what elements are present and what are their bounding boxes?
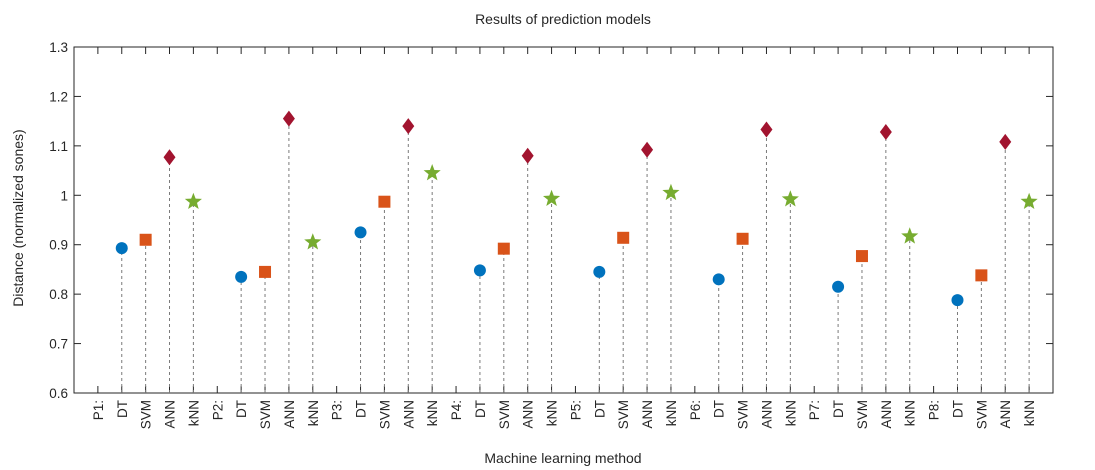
- marker-svm: [975, 269, 988, 282]
- x-tick-label: SVM: [377, 400, 392, 429]
- chart-title: Results of prediction models: [475, 11, 651, 27]
- marker-ann: [999, 133, 1012, 150]
- x-tick-label: SVM: [258, 400, 273, 429]
- plot-area: 0.6 0.7 0.8 0.9 1 1.1 1.2 1.3 P1: DT SVM ANN kNN P2: D…: [49, 40, 1054, 429]
- x-tick-label: ANN: [759, 400, 774, 429]
- marker-ann: [163, 149, 176, 166]
- marker-dt: [115, 242, 128, 255]
- marker-dt: [593, 265, 606, 278]
- marker-knn: [304, 233, 322, 250]
- marker-knn: [543, 189, 561, 207]
- x-tick-label: P3:: [330, 400, 345, 420]
- marker-dt: [473, 264, 486, 277]
- marker-dt: [951, 294, 964, 307]
- marker-ann: [282, 110, 295, 127]
- x-tick-label: kNN: [783, 400, 798, 426]
- x-tick-label: SVM: [497, 400, 512, 429]
- x-tick-label: DT: [234, 400, 249, 418]
- marker-ann: [521, 147, 534, 164]
- x-tick-label: DT: [950, 400, 965, 418]
- marker-svm: [139, 233, 152, 246]
- x-tick-label: SVM: [616, 400, 631, 429]
- x-tick-label: P7:: [807, 400, 822, 420]
- x-tick-label: SVM: [855, 400, 870, 429]
- marker-dt: [832, 280, 845, 293]
- x-tick-label: ANN: [163, 400, 178, 429]
- x-tick-label: ANN: [998, 400, 1013, 429]
- x-tick-label: ANN: [521, 400, 536, 429]
- x-tick-label: P6:: [688, 400, 703, 420]
- marker-knn: [662, 183, 680, 201]
- marker-knn: [184, 192, 202, 209]
- x-tick-label: kNN: [1022, 400, 1037, 426]
- plot-frame: [73, 46, 1054, 394]
- x-axis-label: Machine learning method: [484, 450, 641, 466]
- x-tick-label: DT: [592, 400, 607, 418]
- y-tick-label: 1.3: [49, 40, 68, 55]
- marker-svm: [378, 195, 391, 208]
- x-tick-label: ANN: [282, 400, 297, 429]
- x-tick-label: DT: [473, 400, 488, 418]
- x-tick-label: ANN: [401, 400, 416, 429]
- x-tick-label: kNN: [903, 400, 918, 426]
- x-tick-label: kNN: [664, 400, 679, 426]
- marker-svm: [497, 242, 510, 255]
- marker-svm: [736, 232, 749, 245]
- marker-knn: [901, 227, 919, 244]
- y-tick-label: 1.1: [49, 139, 68, 154]
- x-tick-label: ANN: [640, 400, 655, 429]
- y-tick-label: 0.8: [49, 287, 68, 302]
- x-tick-label: kNN: [186, 400, 201, 426]
- marker-dt: [235, 270, 248, 283]
- x-tick-label: kNN: [545, 400, 560, 426]
- marker-dt: [354, 226, 367, 239]
- x-tick-label: SVM: [736, 400, 751, 429]
- marker-ann: [641, 141, 654, 158]
- x-tick-label: P2:: [210, 400, 225, 420]
- x-tick-label: P8:: [927, 400, 942, 420]
- x-tick-label: DT: [115, 400, 130, 418]
- y-tick-label: 1.2: [49, 89, 68, 104]
- x-tick-label: DT: [712, 400, 727, 418]
- x-tick-label: P4:: [449, 400, 464, 420]
- marker-svm: [259, 265, 272, 278]
- y-axis-label: Distance (normalized sones): [10, 129, 26, 306]
- x-tick-label: SVM: [139, 400, 154, 429]
- y-tick-label: 0.9: [49, 238, 68, 253]
- x-tick-label: DT: [354, 400, 369, 418]
- y-tick-label: 0.6: [49, 386, 68, 401]
- marker-svm: [617, 231, 630, 244]
- marker-knn: [1020, 192, 1038, 209]
- x-tick-label: kNN: [306, 400, 321, 426]
- marker-ann: [879, 124, 892, 141]
- x-tick-label: ANN: [879, 400, 894, 429]
- marker-dt: [712, 273, 725, 286]
- y-tick-label: 0.7: [49, 337, 68, 352]
- x-tick-label: P1:: [91, 400, 106, 420]
- marker-svm: [855, 250, 868, 263]
- y-tick-label: 1: [60, 188, 68, 203]
- x-tick-label: DT: [831, 400, 846, 418]
- x-tick-label: P5:: [568, 400, 583, 420]
- marker-ann: [760, 121, 773, 138]
- x-tick-label: SVM: [974, 400, 989, 429]
- marker-ann: [402, 118, 415, 135]
- marker-knn: [781, 190, 799, 207]
- x-tick-label: kNN: [425, 400, 440, 426]
- marker-knn: [423, 164, 441, 181]
